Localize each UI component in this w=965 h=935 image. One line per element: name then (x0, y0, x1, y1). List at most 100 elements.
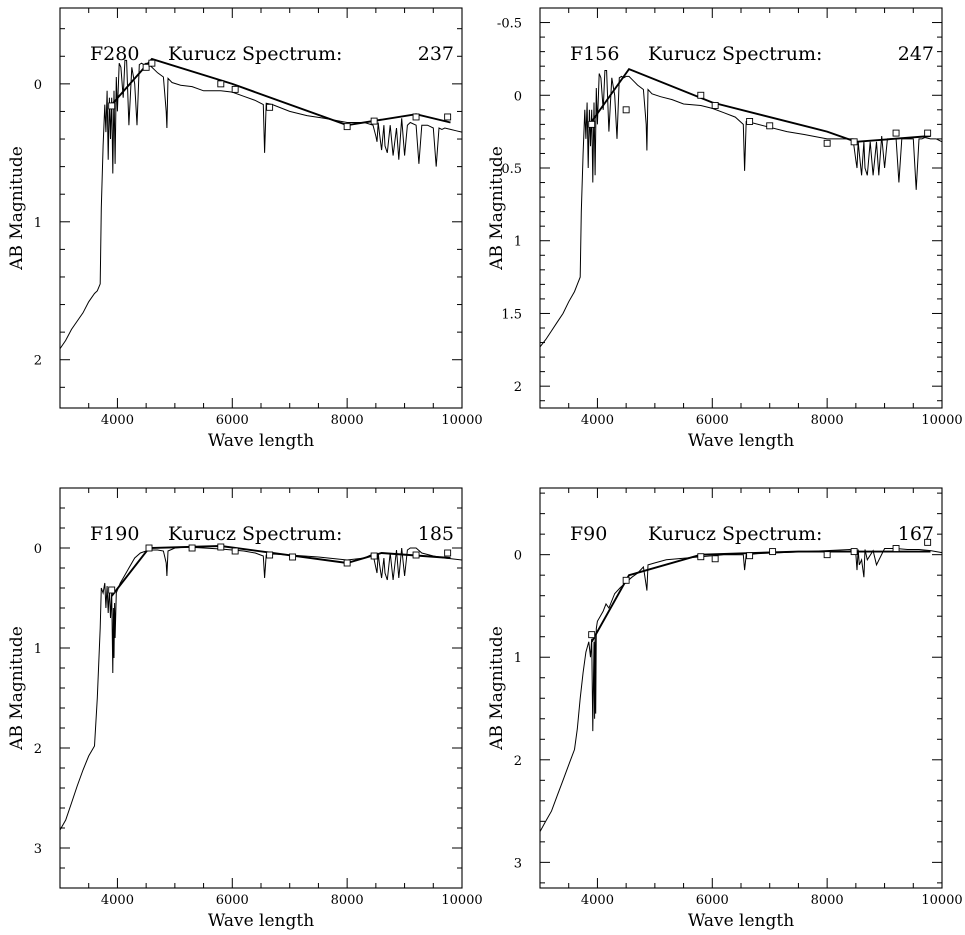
observed-point (697, 91, 705, 99)
y-tick-label: -0.5 (497, 17, 522, 32)
observed-point (188, 544, 196, 552)
x-axis-title: Wave length (208, 911, 314, 931)
observed-point (711, 555, 719, 563)
chart-panel-2: 4000 6000 8000 10000 -0.5 0 0.5 1 1.5 2 Wave lengt… (487, 7, 963, 451)
fit-line (110, 545, 451, 597)
x-tick-label: 10000 (921, 893, 962, 908)
observed-point (370, 552, 378, 560)
observed-point (850, 548, 858, 556)
observed-point (217, 80, 225, 88)
observed-point (231, 85, 239, 93)
panel-model-label: Kurucz Spectrum: (168, 523, 342, 545)
x-tick-label: 4000 (101, 893, 134, 908)
panel-filter-label: F156 (570, 43, 619, 65)
x-tick-label: 4000 (581, 893, 614, 908)
observed-point (892, 129, 900, 137)
x-tick-label: 10000 (441, 893, 482, 908)
panel-spectrum-number: 237 (418, 43, 454, 65)
y-axis-title: AB Magnitude (7, 146, 27, 271)
observed-point (289, 553, 297, 561)
x-tick-label: 8000 (811, 893, 844, 908)
y-tick-label: 0 (34, 78, 42, 93)
spectrum-line (540, 70, 942, 348)
observed-point (823, 139, 831, 147)
y-axis-title: AB Magnitude (487, 146, 507, 271)
plot-frame (539, 487, 943, 889)
y-tick-label: 2 (34, 354, 42, 369)
x-axis-title: Wave length (688, 431, 794, 451)
y-tick-label: 1 (514, 651, 522, 666)
observed-point (746, 118, 754, 125)
y-tick-label: 2 (514, 754, 522, 769)
chart-panel-4: 4000 6000 8000 10000 0 1 2 3 Wave length AB Magni… (487, 487, 963, 931)
observed-point (924, 538, 932, 546)
observed-point (412, 113, 420, 121)
observed-point (766, 122, 774, 130)
plot-area (60, 543, 462, 831)
plot-frame (539, 7, 943, 409)
plot-area (60, 57, 462, 349)
panel-model-label: Kurucz Spectrum: (648, 43, 822, 65)
observed-point (823, 551, 831, 559)
observed-point (622, 576, 630, 584)
panel-model-label: Kurucz Spectrum: (648, 523, 822, 545)
x-tick-label: 4000 (101, 413, 134, 428)
observed-point (231, 547, 239, 555)
y-axis-title: AB Magnitude (7, 626, 27, 751)
x-tick-label: 6000 (696, 893, 729, 908)
observed-point (266, 103, 274, 111)
y-tick-label: 0 (514, 89, 522, 104)
plot-frame (59, 7, 463, 409)
observed-point (746, 552, 754, 560)
y-tick-label: 0 (34, 542, 42, 557)
observed-point (924, 129, 932, 137)
panel-spectrum-number: 185 (418, 523, 454, 545)
x-axis-title: Wave length (688, 911, 794, 931)
x-tick-label: 10000 (921, 413, 962, 428)
panel-model-label: Kurucz Spectrum: (168, 43, 342, 65)
fit-line (590, 550, 931, 643)
spectrum-line (60, 546, 462, 831)
x-tick-label: 8000 (331, 413, 364, 428)
observed-point (769, 548, 777, 556)
fit-line (110, 57, 451, 127)
panel-spectrum-number: 247 (898, 43, 934, 65)
x-tick-label: 6000 (696, 413, 729, 428)
y-tick-label: 3 (34, 842, 42, 857)
y-tick-label: 0.5 (501, 162, 522, 177)
observed-point (588, 631, 596, 639)
y-tick-label: 1 (34, 642, 42, 657)
y-axis-title: AB Magnitude (487, 626, 507, 751)
observed-point (217, 543, 225, 551)
observed-point (142, 63, 150, 71)
observed-point (370, 117, 378, 125)
y-tick-label: 2 (34, 742, 42, 757)
y-tick-label: 1 (34, 216, 42, 231)
x-tick-label: 4000 (581, 413, 614, 428)
x-tick-label: 8000 (331, 893, 364, 908)
observed-point (266, 551, 274, 559)
observed-point (412, 551, 420, 559)
panel-filter-label: F90 (570, 523, 607, 545)
x-tick-label: 8000 (811, 413, 844, 428)
observed-point (343, 123, 351, 131)
observed-point (108, 586, 116, 594)
plot-area (540, 538, 942, 832)
x-tick-label: 10000 (441, 413, 482, 428)
observed-point (697, 553, 705, 561)
observed-point (588, 120, 596, 128)
chart-panel-1: 4000 6000 8000 10000 0 1 2 Wave length AB Magnit… (7, 7, 483, 451)
observed-point (892, 545, 900, 552)
y-tick-label: 1 (514, 235, 522, 250)
x-tick-label: 6000 (216, 893, 249, 908)
y-tick-label: 3 (514, 856, 522, 871)
fit-line (590, 67, 931, 143)
plot-area (540, 67, 942, 348)
x-tick-label: 6000 (216, 413, 249, 428)
observed-point (145, 544, 153, 552)
spectrum-line (60, 59, 462, 349)
observed-point (850, 138, 858, 146)
observed-point (108, 102, 116, 110)
panel-filter-label: F280 (90, 43, 139, 65)
